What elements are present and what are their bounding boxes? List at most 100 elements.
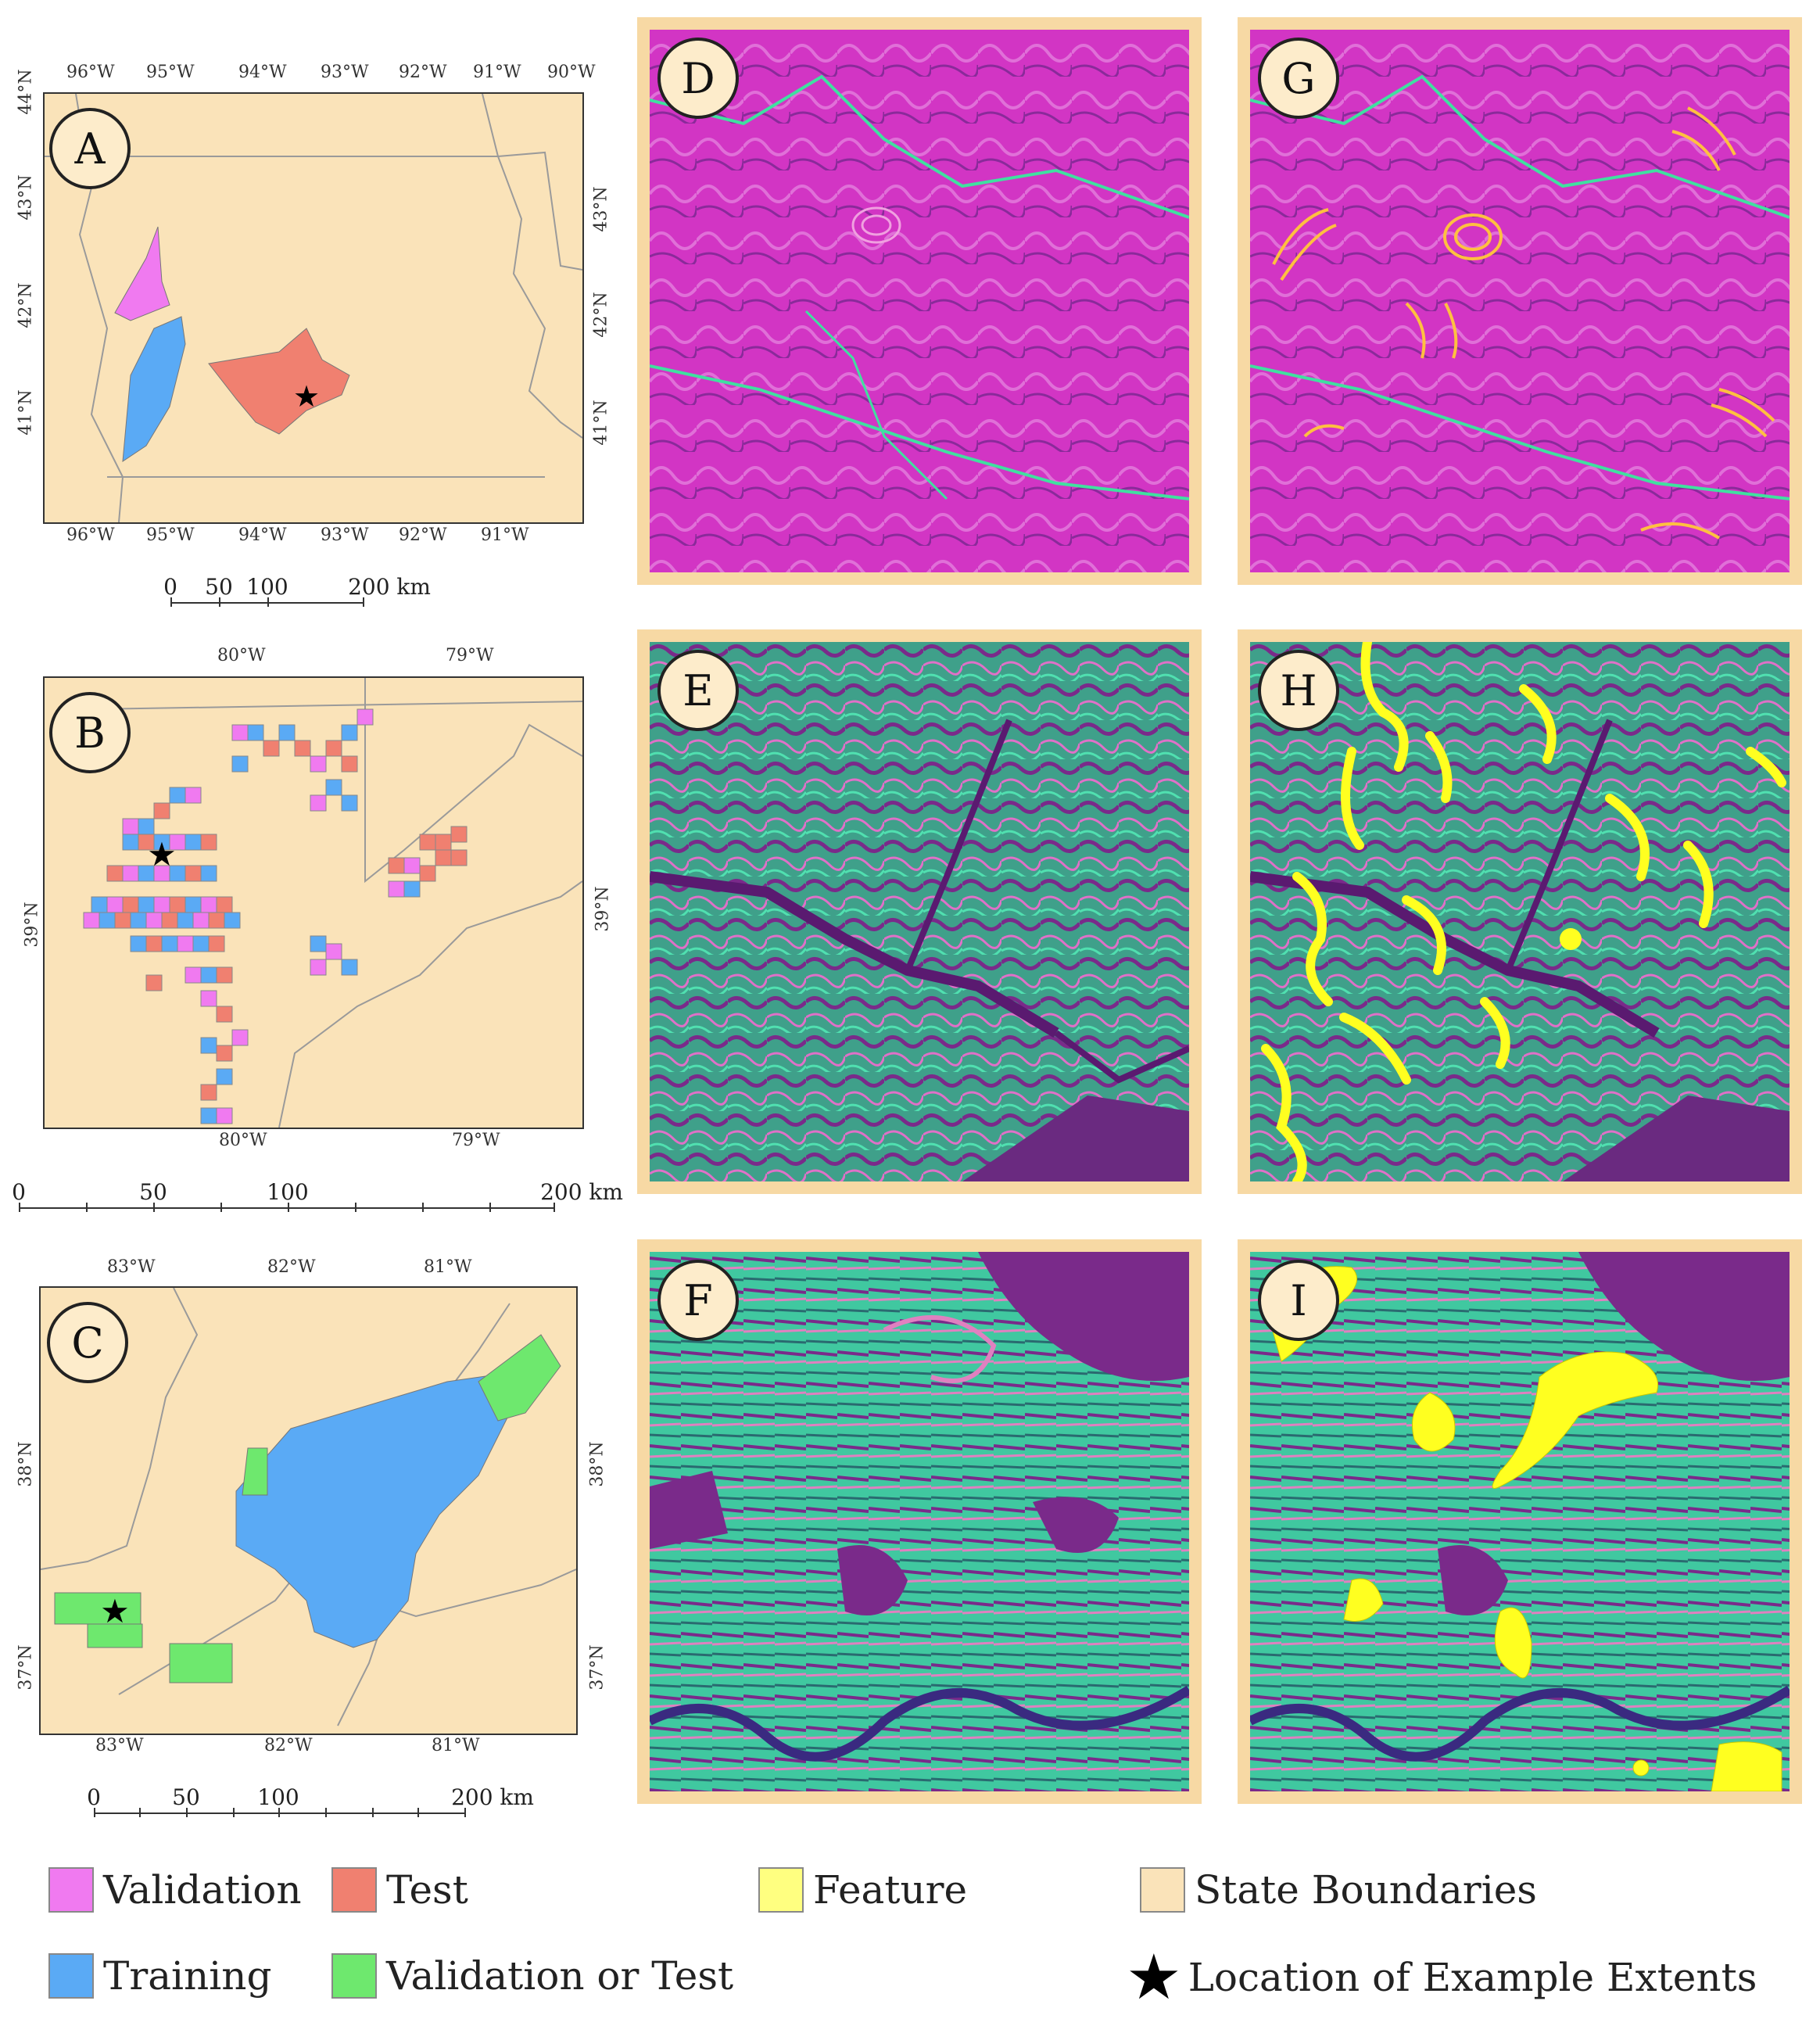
- panel-e-label: E: [657, 650, 739, 731]
- legend-feature-swatch: [758, 1867, 804, 1913]
- training-region-a: [122, 316, 186, 462]
- example-extent-star-c: ★: [100, 1592, 130, 1630]
- map-a-lon-top-0: 96°W: [66, 63, 115, 82]
- map-a-label: A: [49, 108, 131, 189]
- feature-polygons-h: [1261, 642, 1786, 1181]
- map-b-scale-0: 0: [12, 1179, 26, 1205]
- map-a-scale-1: 50: [205, 574, 233, 600]
- map-c-scale-0: 0: [87, 1784, 101, 1810]
- legend-feature: Feature: [758, 1867, 967, 1913]
- map-c-lat-left-0: 38°N: [16, 1441, 36, 1487]
- map-c: ★ C: [39, 1286, 578, 1735]
- validation-region-c-5: [169, 1643, 233, 1683]
- legend-validation-swatch: [48, 1867, 94, 1913]
- legend-training-swatch: [48, 1953, 94, 1999]
- map-a-lon-top-1: 95°W: [146, 63, 195, 82]
- terrain-image-g: [1250, 30, 1790, 572]
- map-c-scale-1: 50: [172, 1784, 200, 1810]
- map-c-lon-top-1: 82°W: [267, 1257, 316, 1277]
- map-b-scale-3: 200 km: [540, 1179, 623, 1205]
- legend-validation-or-test-label: Validation or Test: [386, 1953, 734, 1999]
- map-a-lon-bottom-0: 96°W: [66, 525, 115, 545]
- legend-location: ★ Location of Example Extents: [1126, 1941, 1757, 2013]
- panel-f-label: F: [657, 1260, 739, 1341]
- legend-training: Training: [48, 1953, 271, 1999]
- map-b-lat-left-0: 39°N: [22, 902, 42, 948]
- map-b-lon-bottom-0: 80°W: [219, 1131, 267, 1150]
- legend-state-boundaries-swatch: [1140, 1867, 1185, 1913]
- legend-state-boundaries-label: State Boundaries: [1195, 1867, 1537, 1913]
- map-b-label: B: [49, 692, 131, 773]
- legend-test-label: Test: [386, 1867, 468, 1913]
- terrain-panel-i: I: [1238, 1239, 1802, 1804]
- map-a-lon-top-2: 94°W: [238, 63, 287, 82]
- map-a-lon-bottom-1: 95°W: [146, 525, 195, 545]
- map-a-lat-right-1: 42°N: [591, 292, 611, 338]
- map-a-scale-2: 100: [246, 574, 288, 600]
- legend-validation-or-test: Validation or Test: [331, 1953, 733, 1999]
- map-b-lon-bottom-1: 79°W: [452, 1131, 500, 1150]
- map-a-scale-0: 0: [163, 574, 177, 600]
- terrain-image-h: [1250, 642, 1790, 1181]
- example-extent-star-a: ★: [293, 379, 320, 414]
- map-c-lon-top-2: 81°W: [424, 1257, 472, 1277]
- validation-region-c-3: [54, 1592, 142, 1625]
- terrain-image-f: [650, 1252, 1189, 1791]
- map-a-scale-bar: 0 50 100 200 km: [163, 574, 431, 613]
- feature-lines-g: [1272, 106, 1775, 540]
- map-b-lon-top-0: 80°W: [217, 646, 266, 665]
- map-c-scale-bar: 0 50 100 200 km: [87, 1784, 534, 1823]
- map-a-lon-bottom-2: 94°W: [238, 525, 287, 545]
- terrain-image-i: [1250, 1252, 1790, 1791]
- validation-region-a: [114, 226, 170, 321]
- map-a-lon-top-6: 90°W: [547, 63, 596, 82]
- example-extent-star-b: ★: [147, 835, 177, 873]
- map-c-lon-bottom-0: 83°W: [95, 1736, 144, 1755]
- legend-validation: Validation: [48, 1867, 302, 1913]
- map-b-lat-right-0: 39°N: [593, 886, 613, 932]
- validation-region-c-1: [478, 1334, 561, 1422]
- map-b-basemap: ★: [83, 678, 582, 1128]
- map-b-scale-bar: 0 50 100 200 km: [12, 1179, 623, 1218]
- map-c-label: C: [47, 1302, 128, 1383]
- map-a-lon-top-5: 91°W: [473, 63, 521, 82]
- legend-test-swatch: [331, 1867, 377, 1913]
- star-icon: ★: [1126, 1941, 1182, 2013]
- map-c-scale-3: 200 km: [451, 1784, 534, 1810]
- map-a-lon-bottom-5: 91°W: [481, 525, 529, 545]
- map-a-lat-left-3: 41°N: [16, 389, 36, 436]
- legend-test: Test: [331, 1867, 468, 1913]
- panel-i-label: I: [1258, 1260, 1339, 1341]
- map-a-lon-bottom-4: 92°W: [399, 525, 447, 545]
- map-a: ★ A: [43, 92, 584, 524]
- terrain-panel-e: E: [637, 629, 1202, 1194]
- panel-d-label: D: [657, 38, 739, 119]
- map-c-lat-right-0: 38°N: [587, 1441, 607, 1487]
- terrain-panel-d: D: [637, 17, 1202, 585]
- map-a-lat-left-2: 42°N: [16, 282, 36, 328]
- map-a-lon-bottom-3: 93°W: [321, 525, 369, 545]
- map-a-lat-right-2: 41°N: [591, 400, 611, 446]
- terrain-panel-h: H: [1238, 629, 1802, 1194]
- map-a-lon-top-4: 92°W: [399, 63, 447, 82]
- terrain-image-d: [650, 30, 1189, 572]
- map-c-lat-right-1: 37°N: [587, 1644, 607, 1691]
- map-c-lon-bottom-1: 82°W: [264, 1736, 313, 1755]
- validation-region-c-2: [242, 1447, 268, 1496]
- map-a-lon-top-3: 93°W: [321, 63, 369, 82]
- terrain-panel-f: F: [637, 1239, 1202, 1804]
- map-a-scale-3: 200 km: [348, 574, 431, 600]
- map-b-scale-1: 50: [139, 1179, 167, 1205]
- legend-validation-or-test-swatch: [331, 1953, 377, 1999]
- map-c-lon-top-0: 83°W: [107, 1257, 156, 1277]
- tile-grid-b: [83, 708, 468, 1124]
- map-c-lat-left-1: 37°N: [16, 1644, 36, 1691]
- validation-region-c-4: [87, 1623, 143, 1648]
- map-a-lat-right-0: 43°N: [591, 186, 611, 232]
- legend-training-label: Training: [103, 1953, 272, 1999]
- training-region-c: [235, 1373, 511, 1648]
- terrain-panel-g: G: [1238, 17, 1802, 585]
- map-c-basemap: ★: [41, 1288, 576, 1726]
- legend-location-label: Location of Example Extents: [1188, 1955, 1757, 2000]
- map-b: ★ B: [43, 676, 584, 1129]
